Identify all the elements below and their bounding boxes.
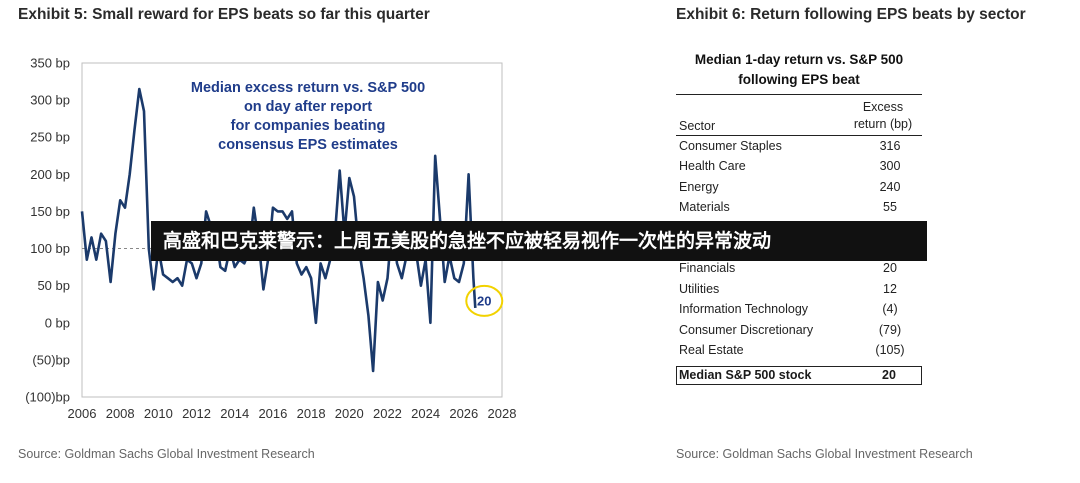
headline-banner: 高盛和巴克莱警示：上周五美股的急挫不应被轻易视作一次性的异常波动 bbox=[151, 221, 927, 261]
x-tick-label: 2018 bbox=[297, 406, 326, 421]
annotation-line: on day after report bbox=[244, 99, 372, 115]
table-row: Energy 240 bbox=[676, 177, 922, 197]
exhibit5-title: Exhibit 5: Small reward for EPS beats so… bbox=[18, 6, 430, 23]
sector-name: Energy bbox=[679, 179, 719, 194]
sector-value: 240 bbox=[879, 179, 901, 194]
x-tick-label: 2012 bbox=[182, 406, 211, 421]
y-tick-label: 200 bp bbox=[30, 167, 70, 182]
x-tick-label: 2026 bbox=[449, 406, 478, 421]
sector-value: 20 bbox=[883, 261, 897, 276]
y-tick-label: 300 bp bbox=[30, 93, 70, 108]
x-tick-label: 2022 bbox=[373, 406, 402, 421]
annotation-line: for companies beating bbox=[231, 118, 386, 134]
table-row: Utilities 12 bbox=[676, 279, 922, 299]
table-top-rule bbox=[676, 94, 922, 95]
y-tick-label: 0 bp bbox=[45, 315, 70, 330]
total-label: Median S&P 500 stock bbox=[679, 368, 812, 383]
sector-name: Consumer Discretionary bbox=[679, 322, 814, 337]
sector-value: (79) bbox=[878, 322, 902, 337]
x-tick-label: 2010 bbox=[144, 406, 173, 421]
sector-name: Health Care bbox=[679, 159, 746, 174]
sector-name: Utilities bbox=[679, 281, 720, 296]
sector-value: 55 bbox=[883, 200, 897, 215]
x-tick-label: 2016 bbox=[258, 406, 287, 421]
y-tick-label: 50 bp bbox=[37, 278, 70, 293]
header-return: Excess return (bp) bbox=[844, 99, 922, 133]
table-title: Median 1-day return vs. S&P 500 followin… bbox=[676, 50, 922, 90]
x-tick-label: 2014 bbox=[220, 406, 249, 421]
y-tick-label: (100)bp bbox=[25, 390, 70, 405]
sector-value: (105) bbox=[875, 342, 905, 357]
exhibit6-title: Exhibit 6: Return following EPS beats by… bbox=[676, 6, 1026, 23]
x-tick-label: 2008 bbox=[106, 406, 135, 421]
exhibit6-source: Source: Goldman Sachs Global Investment … bbox=[676, 447, 973, 461]
header-return-line1: Excess bbox=[862, 100, 904, 114]
exhibit5-source: Source: Goldman Sachs Global Investment … bbox=[18, 447, 315, 461]
sector-name: Consumer Staples bbox=[679, 139, 782, 153]
y-tick-label: 150 bp bbox=[30, 204, 70, 219]
header-sector: Sector bbox=[679, 119, 716, 133]
sector-value: (4) bbox=[882, 302, 898, 317]
chart-annotation: Median excess return vs. S&P 500 on day a… bbox=[191, 80, 425, 153]
callout-value: 20 bbox=[477, 293, 491, 308]
table-total-row: Median S&P 500 stock 20 bbox=[676, 366, 922, 386]
sector-name: Materials bbox=[679, 200, 730, 215]
sector-value: 300 bbox=[879, 159, 901, 174]
sector-name: Financials bbox=[679, 261, 736, 276]
table-row: Real Estate (105) bbox=[676, 340, 922, 360]
header-return-line2: return (bp) bbox=[853, 117, 913, 131]
table-title-line2: following EPS beat bbox=[738, 72, 860, 87]
table-header: Sector Excess return (bp) bbox=[676, 99, 922, 136]
table-title-line1: Median 1-day return vs. S&P 500 bbox=[694, 52, 904, 67]
y-tick-label: 250 bp bbox=[30, 130, 70, 145]
sector-value: 316 bbox=[879, 139, 901, 153]
y-tick-label: (50)bp bbox=[32, 352, 70, 367]
x-tick-label: 2024 bbox=[411, 406, 440, 421]
annotation-line: consensus EPS estimates bbox=[218, 137, 398, 153]
x-tick-label: 2006 bbox=[68, 406, 97, 421]
annotation-line: Median excess return vs. S&P 500 bbox=[191, 80, 425, 96]
table-row: Materials 55 bbox=[676, 197, 922, 217]
table-row: Consumer Discretionary (79) bbox=[676, 320, 922, 340]
x-tick-label: 2020 bbox=[335, 406, 364, 421]
callout-circle bbox=[465, 284, 504, 317]
sector-value: 12 bbox=[883, 281, 897, 296]
sector-table: Median 1-day return vs. S&P 500 followin… bbox=[676, 50, 922, 386]
sector-name: Information Technology bbox=[679, 302, 809, 317]
y-tick-label: 100 bp bbox=[30, 241, 70, 256]
sector-name: Real Estate bbox=[679, 342, 744, 357]
table-row: Information Technology (4) bbox=[676, 299, 922, 319]
total-value: 20 bbox=[882, 368, 896, 383]
table-row: Consumer Staples 316 bbox=[676, 136, 922, 156]
table-body: Consumer Staples 316 Health Care 300 Energy 2… bbox=[676, 136, 922, 360]
table-row: Financials 20 bbox=[676, 258, 922, 278]
table-row: Health Care 300 bbox=[676, 156, 922, 176]
x-tick-label: 2028 bbox=[488, 406, 517, 421]
y-tick-label: 350 bp bbox=[30, 56, 70, 71]
